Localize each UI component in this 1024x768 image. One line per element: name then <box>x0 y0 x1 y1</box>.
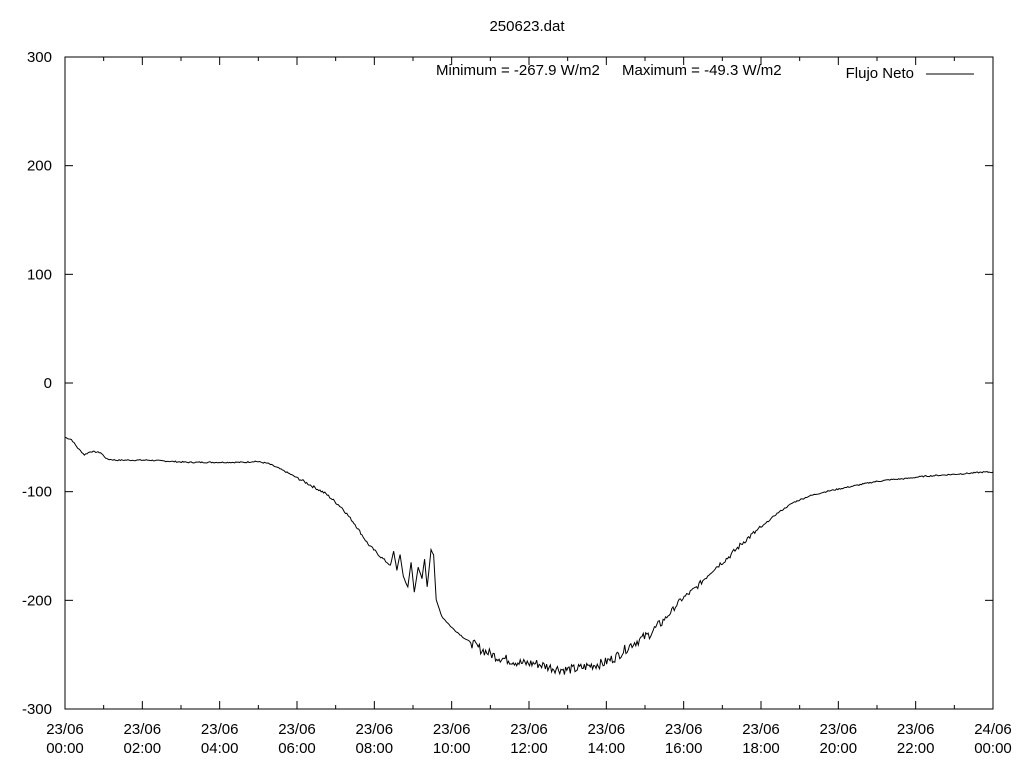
x-tick-time-label: 20:00 <box>820 740 858 757</box>
series-group <box>64 436 994 676</box>
y-tick-label: 200 <box>27 158 52 175</box>
x-tick-date-label: 23/06 <box>201 721 239 738</box>
y-tick-label: -200 <box>22 592 52 609</box>
x-tick-time-label: 16:00 <box>665 740 703 757</box>
x-tick-time-label: 00:00 <box>46 740 84 757</box>
x-tick-time-label: 14:00 <box>588 740 626 757</box>
x-tick-date-label: 23/06 <box>665 721 703 738</box>
x-tick-date-label: 23/06 <box>278 721 316 738</box>
x-tick-date-label: 23/06 <box>588 721 626 738</box>
x-tick-date-label: 23/06 <box>124 721 162 738</box>
x-tick-time-label: 10:00 <box>433 740 471 757</box>
x-tick-date-label: 23/06 <box>742 721 780 738</box>
x-tick-time-label: 02:00 <box>124 740 162 757</box>
x-tick-date-label: 23/06 <box>46 721 84 738</box>
plot-frame <box>64 56 994 710</box>
x-axis: 23/06 00:00 23/06 02:00 23/06 04:00 23/06 06:00… <box>46 57 1012 757</box>
x-tick-date-label: 24/06 <box>974 721 1012 738</box>
x-tick-time-label: 12:00 <box>510 740 548 757</box>
x-tick-date-label: 23/06 <box>897 721 935 738</box>
y-tick-label: 100 <box>27 266 52 283</box>
x-tick-date-label: 23/06 <box>510 721 548 738</box>
y-axis: 300 200 100 0 -100 -200 -300 <box>22 49 993 718</box>
minimum-label: Minimum = -267.9 W/m2 <box>436 62 600 79</box>
chart-title: 250623.dat <box>489 18 565 35</box>
y-tick-label: 300 <box>27 49 52 66</box>
y-tick-label: -300 <box>22 701 52 718</box>
x-tick-time-label: 00:00 <box>974 740 1012 757</box>
x-tick-time-label: 22:00 <box>897 740 935 757</box>
legend-label: Flujo Neto <box>846 65 914 82</box>
maximum-label: Maximum = -49.3 W/m2 <box>622 62 782 79</box>
legend: Flujo Neto <box>846 65 974 82</box>
series-line <box>64 436 994 676</box>
y-tick-label: -100 <box>22 484 52 501</box>
x-tick-time-label: 08:00 <box>356 740 394 757</box>
x-tick-date-label: 23/06 <box>820 721 858 738</box>
x-tick-date-label: 23/06 <box>433 721 471 738</box>
x-tick-time-label: 06:00 <box>278 740 316 757</box>
x-tick-date-label: 23/06 <box>356 721 394 738</box>
x-tick-time-label: 04:00 <box>201 740 239 757</box>
y-tick-label: 0 <box>44 375 52 392</box>
x-tick-time-label: 18:00 <box>742 740 780 757</box>
